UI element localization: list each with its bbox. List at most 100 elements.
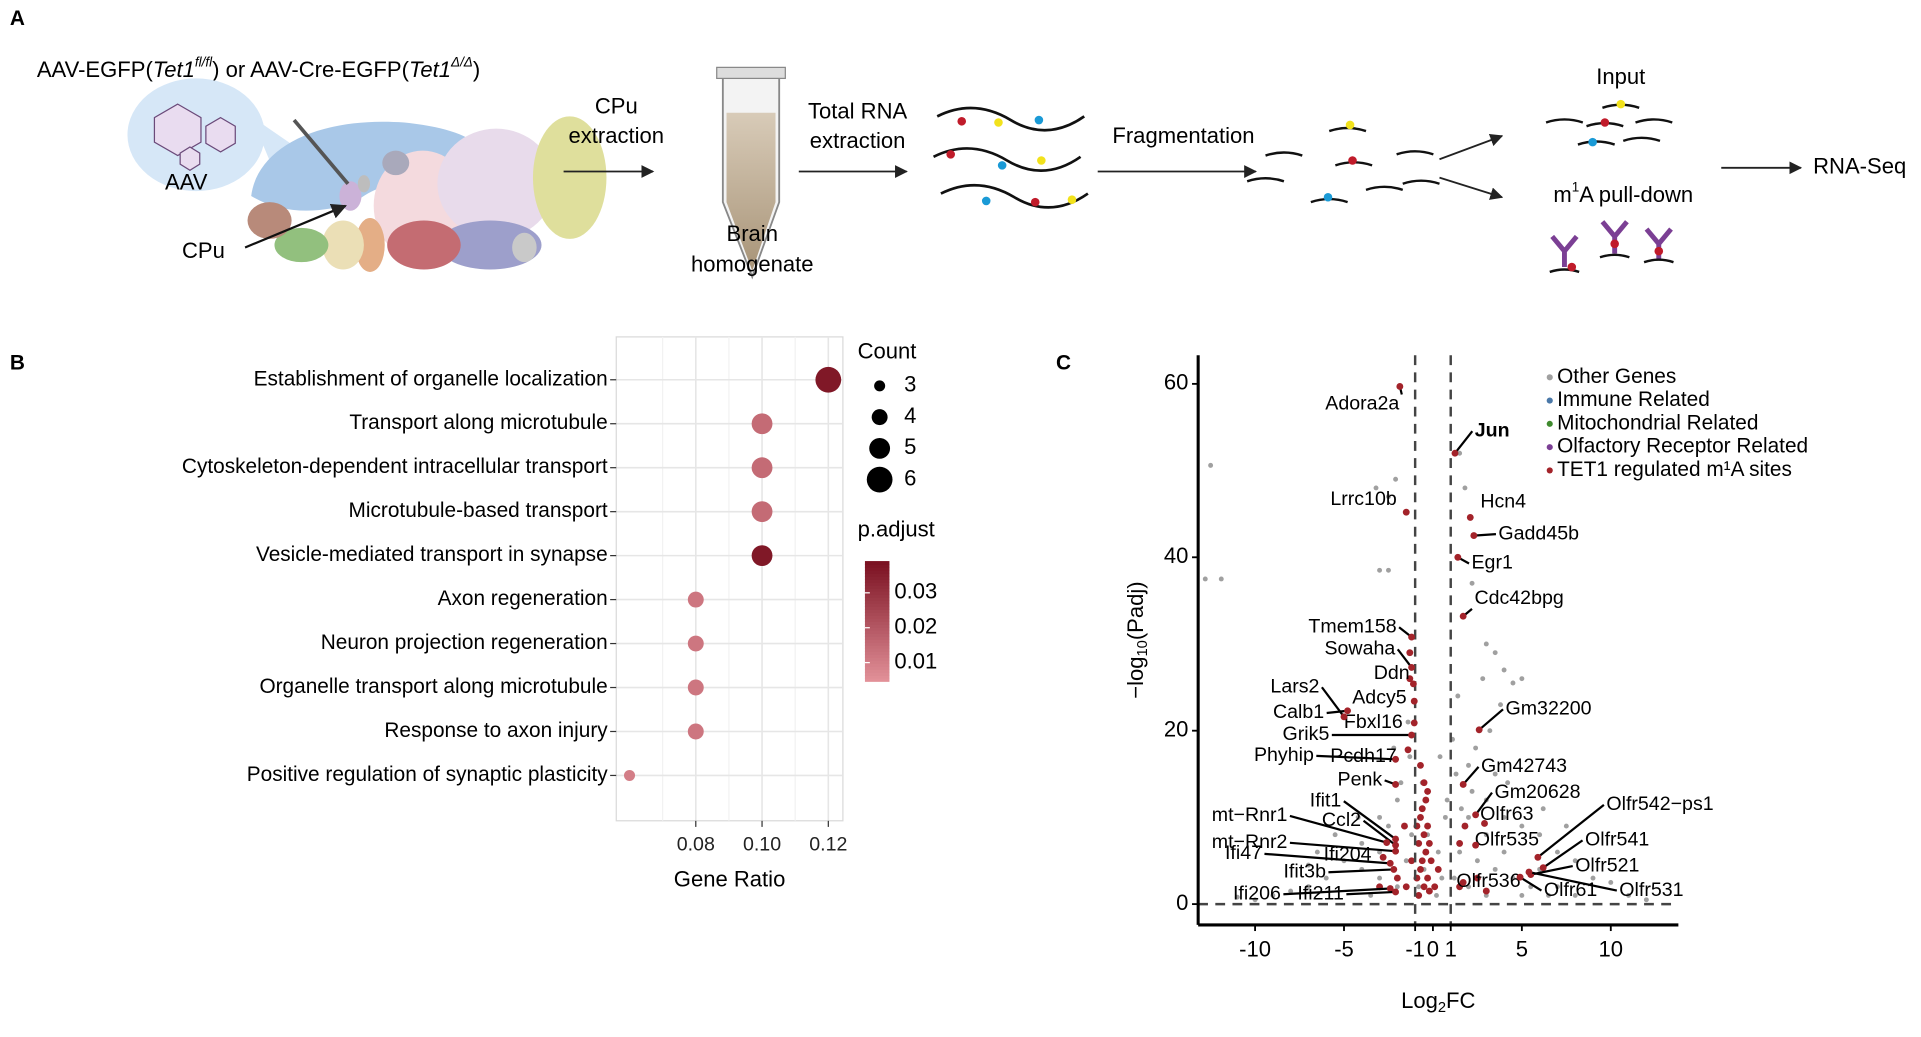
leader-line [1264,852,1391,865]
y-tick-label: Response to axon injury [384,719,608,742]
gene-label: Ccl2 [1322,809,1361,831]
y-tick-label: Organelle transport along microtubule [259,675,607,698]
legend-dot [1546,444,1553,451]
x-tick-label: -1 [1405,936,1425,961]
point [1305,862,1311,868]
point [1590,875,1596,881]
virus-label: AAV [165,170,208,195]
gene-label: Hcn4 [1480,490,1526,512]
color-bar-step [864,627,890,631]
point [1451,449,1459,457]
point [1392,841,1400,849]
gene-label: Fbxl16 [1344,711,1403,733]
size-legend-label: 6 [904,465,916,490]
point [1458,806,1464,812]
legend-dot [1546,374,1553,381]
color-bar-step [864,579,890,583]
point [1626,892,1632,898]
color-bar-step [864,630,890,634]
point [1392,755,1400,763]
y-axis-label-part: (Padj) [1123,581,1148,640]
color-tick-label: 0.03 [894,579,937,604]
point [1454,553,1462,561]
modification-dots [946,115,1077,207]
step-label: Total RNA [808,99,908,124]
point [1359,840,1365,846]
gene-label: Gm32200 [1505,697,1591,719]
step-label: Input [1596,64,1645,89]
point [1470,532,1478,540]
gene-label: Olfr63 [1480,803,1533,825]
leader-line [1321,686,1345,718]
point [1252,897,1258,903]
color-bar-step [864,591,890,595]
leader-line [1328,868,1394,874]
leader-line [1528,870,1618,892]
color-bar-step [864,633,890,637]
y-tick-label: 20 [1164,717,1189,742]
point [1498,702,1503,708]
legend-label: Immune Related [1557,388,1710,411]
gene-label: Ifi211 [1297,882,1343,904]
point [1519,823,1525,829]
gene-label: Grik5 [1283,723,1330,745]
leader-line [1478,708,1504,731]
dot [751,545,773,567]
point [1392,888,1400,896]
color-bar-step [864,636,890,640]
point [1418,805,1426,813]
point [1424,787,1432,795]
x-tick-label: 10 [1599,936,1624,961]
color-bar-step [864,675,890,679]
point [1386,859,1394,867]
point [1422,796,1430,804]
point [1442,814,1448,820]
point [1425,839,1433,847]
point [1482,887,1490,895]
leader-line [1473,533,1497,537]
color-bar-step [864,573,890,577]
point [1393,874,1401,882]
point [1409,832,1415,838]
point [1534,853,1542,861]
point [1323,875,1329,881]
color-bar-step [864,624,890,628]
point [1314,849,1320,855]
x-axis-label: Log2FC [1401,988,1475,1016]
gene-label: Sowaha [1324,637,1395,659]
point [1525,868,1533,876]
point [1462,485,1468,491]
leader-line [1362,819,1397,847]
point [1408,731,1416,739]
leader-line [1289,814,1387,844]
size-legend-dot [869,437,891,459]
color-bar-step [864,570,890,574]
y-tick-label: 60 [1164,370,1189,395]
point [1451,875,1457,881]
point [1415,891,1423,899]
point [1406,649,1414,657]
gene-label: Gm42743 [1481,755,1567,777]
gene-label: Olfr61 [1544,879,1597,901]
size-legend-label: 4 [904,403,916,428]
color-bar-step [864,564,890,568]
point [1401,822,1408,830]
point [1466,513,1474,521]
point [1344,707,1351,715]
gene-label: Olfr531 [1619,879,1683,901]
dot [751,501,773,523]
point [1572,858,1578,864]
point [1492,771,1498,777]
point [1409,680,1417,688]
y-tick-label: 0 [1176,890,1188,915]
leader-line [1474,791,1493,816]
leader-line [1283,887,1391,896]
point [1410,719,1418,727]
point [1408,663,1416,671]
point [1455,693,1461,699]
point [1404,746,1412,754]
point [1405,719,1411,725]
point [1501,814,1507,820]
point [1390,865,1398,873]
x-tick-label: 0.12 [809,833,847,855]
